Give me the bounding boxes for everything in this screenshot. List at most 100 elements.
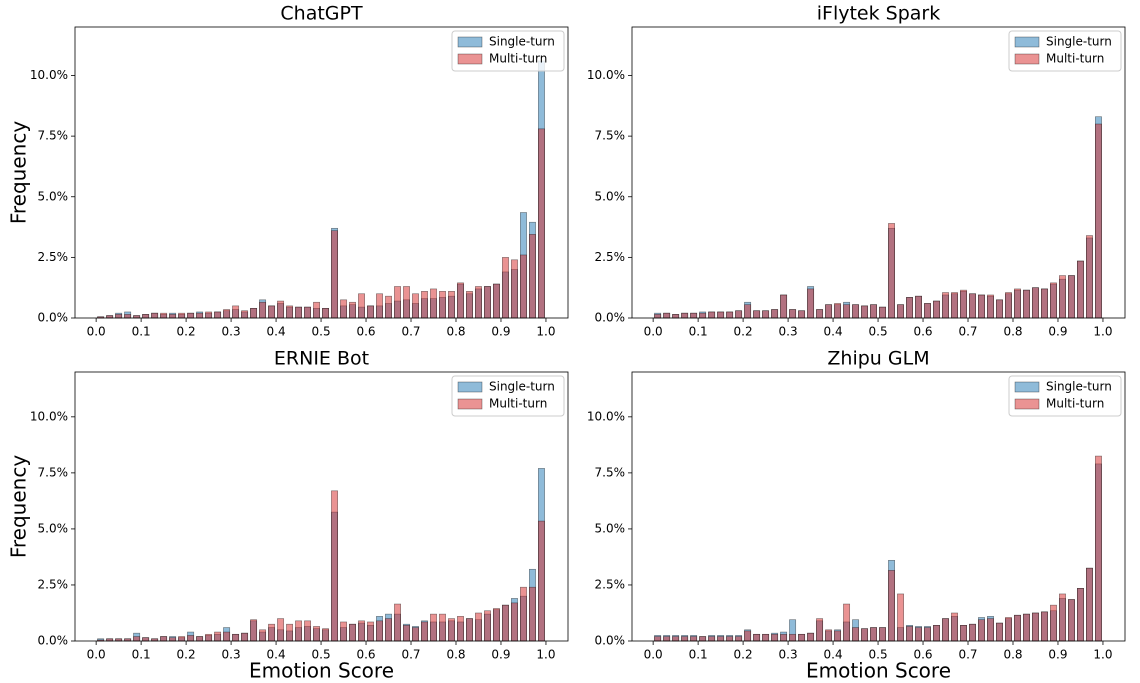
bar (367, 621, 374, 642)
bar (142, 314, 150, 319)
x-tick-label: 0.1 (689, 325, 708, 339)
bar (825, 629, 833, 642)
x-tick-label: 0.8 (446, 648, 465, 662)
bar (142, 637, 150, 642)
bar (232, 305, 240, 319)
x-tick-label: 0.7 (401, 648, 420, 662)
bar (1095, 123, 1102, 319)
bar (241, 632, 249, 642)
x-tick-label: 0.5 (312, 648, 331, 662)
y-axis-label: Frequency (7, 121, 31, 224)
bar (798, 633, 806, 642)
bar (196, 636, 204, 642)
bar (960, 289, 967, 319)
legend: Single-turn Multi-turn (451, 375, 565, 417)
legend: Single-turn Multi-turn (1008, 375, 1122, 417)
x-tick-label: 0.8 (1003, 325, 1022, 339)
bar (538, 128, 545, 319)
bar (187, 312, 195, 319)
x-tick-label: 0.5 (869, 648, 888, 662)
bar (304, 620, 312, 642)
bar (286, 623, 294, 642)
subplot-title: ChatGPT (280, 3, 363, 25)
bar (457, 282, 464, 319)
bar (169, 637, 177, 642)
bar (888, 570, 895, 642)
subplot-title: Zhipu GLM (827, 348, 929, 370)
bar (169, 314, 177, 319)
bar (277, 300, 285, 319)
bar (744, 630, 752, 642)
subplot: 0.0 0.1 0.2 0.3 0.4 0.5 0.6 0.7 0.8 0.9 1.0 0.0% 2.5… (7, 348, 569, 683)
bar (268, 305, 276, 319)
bar (762, 310, 770, 319)
bar (906, 626, 913, 642)
bar (753, 633, 761, 642)
bar (160, 312, 168, 319)
bar (807, 632, 815, 642)
x-tick-label: 0.1 (132, 648, 151, 662)
bar (520, 254, 527, 319)
bar (834, 303, 842, 319)
bar (475, 612, 482, 642)
bar (753, 310, 761, 319)
x-tick-label: 0.6 (913, 325, 932, 339)
x-tick-label: 1.0 (536, 325, 555, 339)
bar (654, 314, 662, 319)
subplot: 0.0 0.1 0.2 0.3 0.4 0.5 0.6 0.7 0.8 0.9 1.0 0.0% 2.5… (587, 348, 1126, 683)
bar (502, 257, 509, 319)
bar (879, 306, 886, 319)
legend-swatch (1014, 36, 1040, 48)
subplot: 0.0 0.1 0.2 0.3 0.4 0.5 0.6 0.7 0.8 0.9 1.0 0.0% 2.5… (7, 3, 569, 339)
bar (1014, 288, 1021, 319)
x-tick-label: 0.7 (958, 648, 977, 662)
bar (178, 312, 186, 319)
bar (1086, 235, 1093, 319)
bar (1068, 599, 1075, 642)
legend-label: Single-turn (489, 35, 555, 49)
bar (322, 307, 329, 319)
bar (115, 314, 123, 319)
bar (816, 618, 824, 642)
bar (403, 625, 410, 642)
bar (340, 299, 347, 319)
bar (250, 619, 258, 642)
bar (915, 627, 922, 642)
legend-swatch (457, 381, 483, 393)
bar (187, 635, 195, 642)
bar (780, 294, 788, 319)
y-tick-label: 7.5% (38, 129, 69, 143)
legend-swatch (1014, 398, 1040, 410)
bar (960, 625, 967, 642)
bar (448, 291, 455, 319)
bar (879, 627, 886, 642)
x-tick-label: 0.0 (644, 325, 663, 339)
bar (987, 618, 994, 642)
bar (663, 636, 671, 642)
x-tick-label: 0.4 (267, 325, 286, 339)
bar (933, 300, 940, 319)
bar (861, 305, 869, 319)
legend-label: Multi-turn (1046, 52, 1104, 66)
y-tick-label: 10.0% (30, 409, 68, 423)
bar (762, 633, 770, 642)
bar (439, 613, 446, 642)
bar (412, 293, 419, 319)
bar (196, 312, 204, 319)
bar (205, 633, 213, 642)
x-tick-label: 0.5 (312, 325, 331, 339)
bar (295, 620, 303, 642)
bar (843, 304, 851, 319)
bar (825, 304, 833, 319)
bar (331, 230, 338, 319)
bar (241, 310, 249, 319)
bar (178, 636, 186, 642)
bar (951, 612, 958, 642)
x-tick-label: 0.8 (1003, 648, 1022, 662)
x-tick-label: 0.7 (958, 325, 977, 339)
bar (367, 305, 374, 319)
bar (1041, 611, 1048, 642)
x-tick-label: 0.3 (779, 325, 798, 339)
bar (744, 304, 752, 319)
